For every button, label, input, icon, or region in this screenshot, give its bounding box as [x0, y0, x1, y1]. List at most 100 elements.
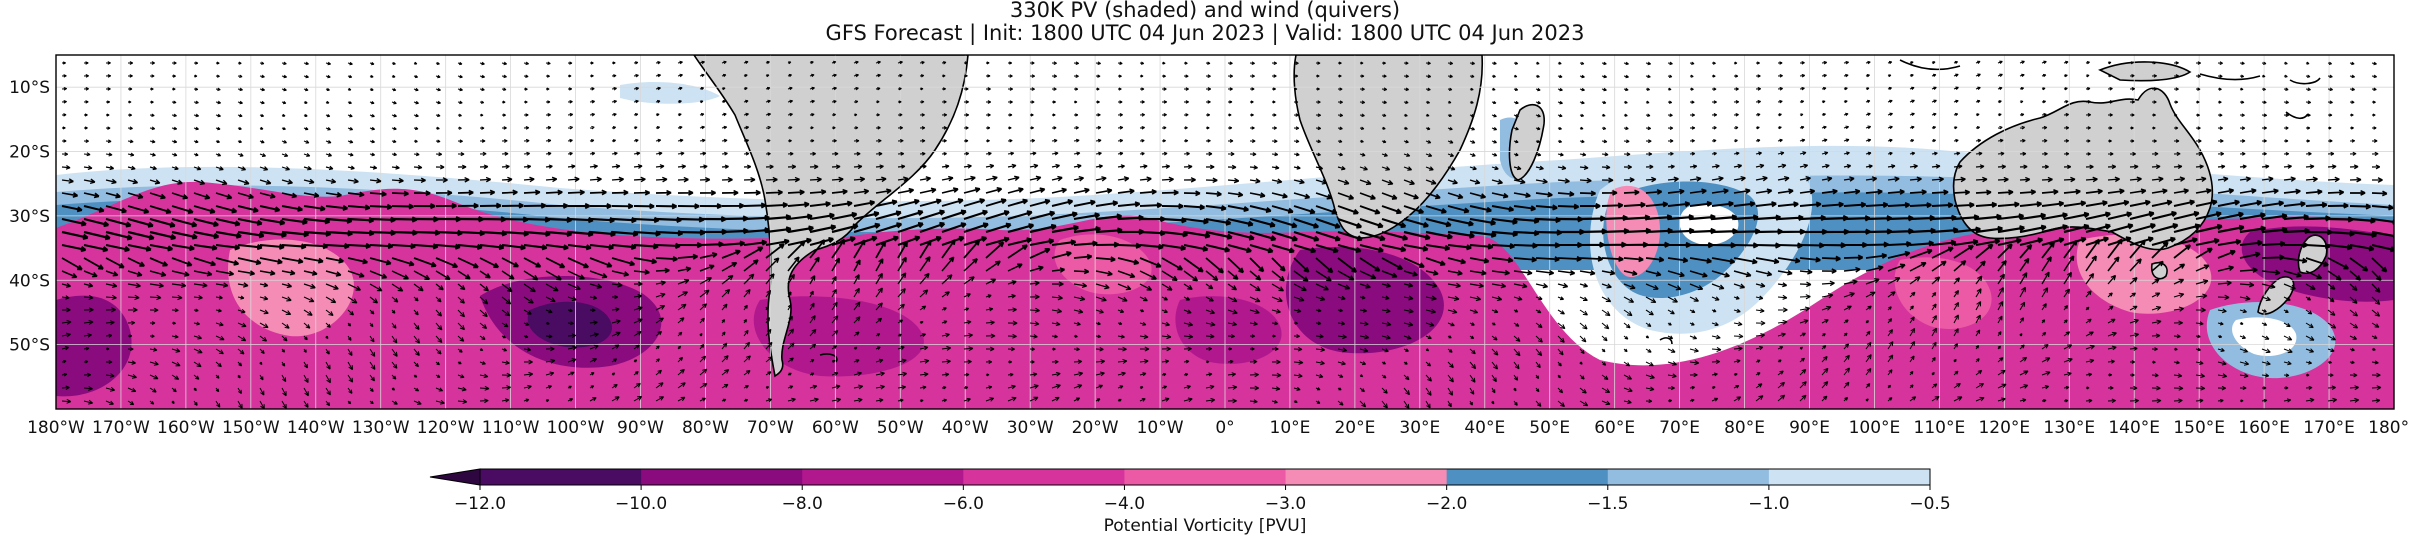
wind-arrow	[1403, 179, 1415, 186]
wind-arrow	[853, 397, 863, 403]
wind-arrow	[1975, 126, 1981, 130]
wind-arrow	[1645, 296, 1657, 303]
wind-arrow	[1183, 243, 1209, 252]
wind-arrow	[1799, 188, 1816, 195]
wind-arrow	[721, 342, 728, 350]
wind-arrow	[611, 294, 619, 300]
wind-arrow	[128, 61, 134, 65]
wind-arrow	[831, 113, 836, 117]
wind-arrow	[215, 139, 220, 144]
wind-arrow	[2349, 385, 2359, 391]
wind-arrow	[1601, 61, 1607, 66]
wind-arrow	[2261, 360, 2271, 366]
wind-arrow	[853, 371, 862, 377]
wind-arrow	[2195, 100, 2200, 104]
lon-tick-label: 160°E	[2238, 418, 2290, 438]
wind-arrow	[1865, 320, 1869, 324]
wind-arrow	[1931, 239, 1957, 247]
wind-arrow	[2305, 296, 2312, 301]
wind-arrow	[347, 322, 352, 327]
wind-arrow	[2063, 385, 2070, 390]
wind-arrow	[809, 224, 837, 234]
wind-arrow	[215, 400, 221, 408]
wind-arrow	[281, 140, 287, 144]
wind-arrow	[391, 165, 400, 170]
wind-arrow	[1689, 335, 1698, 340]
wind-arrow	[1007, 333, 1017, 339]
wind-arrow	[347, 242, 371, 250]
wind-arrow	[1711, 188, 1729, 194]
wind-arrow	[2239, 113, 2245, 117]
wind-arrow	[985, 307, 994, 312]
wind-arrow	[1029, 100, 1035, 104]
wind-arrow	[568, 202, 591, 210]
wind-arrow	[369, 87, 374, 91]
wind-arrow	[2239, 164, 2247, 169]
wind-arrow	[523, 398, 530, 403]
wind-arrow	[2063, 87, 2068, 91]
wind-arrow	[1271, 257, 1286, 272]
wind-arrow	[743, 164, 752, 170]
wind-arrow	[1645, 399, 1653, 404]
wind-arrow	[413, 113, 419, 118]
wind-arrow	[325, 152, 332, 157]
wind-arrow	[127, 192, 144, 200]
wind-arrow	[1381, 113, 1387, 117]
wind-arrow	[831, 164, 841, 170]
wind-arrow	[655, 317, 664, 324]
wind-arrow	[2283, 61, 2288, 65]
wind-arrow	[193, 126, 199, 131]
wind-arrow	[1865, 201, 1889, 208]
wind-arrow	[325, 257, 344, 264]
wind-arrow	[2129, 176, 2142, 182]
wind-arrow	[1755, 270, 1773, 277]
wind-arrow	[1579, 61, 1585, 65]
wind-arrow	[1997, 260, 2007, 272]
wind-arrow	[809, 256, 820, 272]
wind-arrow	[611, 139, 617, 143]
wind-arrow	[1425, 205, 1447, 214]
wind-arrow	[985, 278, 997, 285]
wind-arrow	[1337, 334, 1347, 340]
wind-arrow	[2019, 189, 2037, 196]
wind-arrow	[1535, 335, 1543, 343]
wind-arrow	[413, 190, 431, 197]
wind-arrow	[1821, 305, 1832, 311]
wind-arrow	[1579, 126, 1584, 130]
wind-arrow	[2129, 276, 2138, 285]
wind-arrow	[1645, 87, 1650, 91]
wind-arrow	[2107, 238, 2123, 259]
wind-arrow	[2349, 296, 2358, 304]
wind-arrow	[61, 346, 70, 351]
wind-arrow	[1337, 179, 1350, 185]
wind-arrow	[677, 396, 686, 402]
wind-arrow	[1711, 346, 1722, 352]
wind-arrow	[2151, 305, 2162, 311]
wind-arrow	[2371, 372, 2381, 378]
wind-arrow	[1161, 270, 1178, 282]
colorbar-bin	[1124, 469, 1287, 485]
wind-arrow	[897, 164, 906, 169]
wind-arrow	[1249, 178, 1261, 184]
wind-arrow	[1645, 348, 1652, 353]
wind-arrow	[1095, 283, 1110, 290]
wind-arrow	[501, 372, 512, 378]
wind-arrow	[567, 308, 573, 313]
wind-arrow	[699, 317, 705, 324]
wind-arrow	[963, 151, 970, 156]
wind-arrow	[1227, 74, 1234, 78]
wind-arrow	[2195, 385, 2206, 391]
wind-arrow	[149, 205, 172, 215]
wind-arrow	[2239, 295, 2251, 301]
wind-arrow	[1117, 138, 1124, 143]
wind-arrow	[479, 361, 486, 365]
wind-arrow	[1799, 151, 1807, 156]
wind-arrow	[1689, 283, 1704, 291]
wind-arrow	[831, 139, 837, 143]
wind-arrow	[721, 100, 726, 104]
wind-arrow	[1513, 387, 1517, 392]
wind-arrow	[1491, 322, 1496, 326]
wind-arrow	[941, 126, 948, 130]
wind-arrow	[2261, 269, 2281, 276]
wind-arrow	[105, 270, 119, 277]
